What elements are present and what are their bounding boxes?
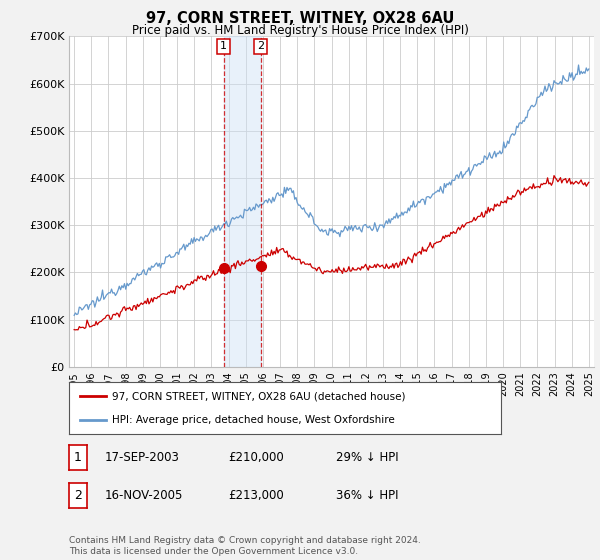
Text: £213,000: £213,000 bbox=[228, 489, 284, 502]
Text: 17-SEP-2003: 17-SEP-2003 bbox=[105, 451, 180, 464]
Text: 1: 1 bbox=[74, 451, 82, 464]
Text: 16-NOV-2005: 16-NOV-2005 bbox=[105, 489, 184, 502]
Text: HPI: Average price, detached house, West Oxfordshire: HPI: Average price, detached house, West… bbox=[112, 415, 395, 425]
Text: 97, CORN STREET, WITNEY, OX28 6AU: 97, CORN STREET, WITNEY, OX28 6AU bbox=[146, 11, 454, 26]
Text: 97, CORN STREET, WITNEY, OX28 6AU (detached house): 97, CORN STREET, WITNEY, OX28 6AU (detac… bbox=[112, 391, 406, 402]
Bar bbox=[224, 36, 261, 367]
Text: 36% ↓ HPI: 36% ↓ HPI bbox=[336, 489, 398, 502]
Text: Price paid vs. HM Land Registry's House Price Index (HPI): Price paid vs. HM Land Registry's House … bbox=[131, 24, 469, 36]
Text: £210,000: £210,000 bbox=[228, 451, 284, 464]
Text: 1: 1 bbox=[220, 41, 227, 52]
Text: 29% ↓ HPI: 29% ↓ HPI bbox=[336, 451, 398, 464]
Text: Contains HM Land Registry data © Crown copyright and database right 2024.
This d: Contains HM Land Registry data © Crown c… bbox=[69, 536, 421, 556]
Text: 2: 2 bbox=[257, 41, 265, 52]
Text: 2: 2 bbox=[74, 489, 82, 502]
